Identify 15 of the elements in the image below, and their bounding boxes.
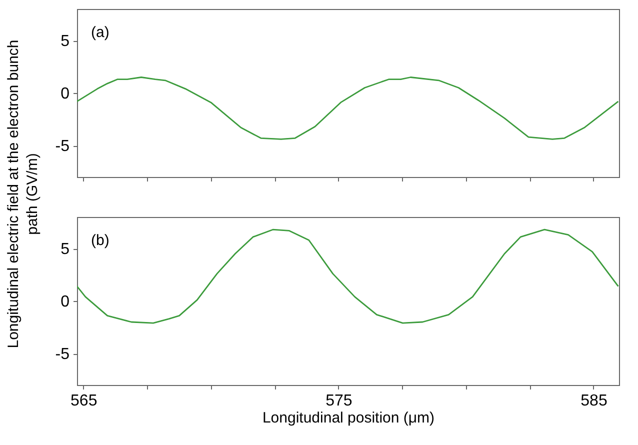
y-tick-label: 5	[60, 33, 70, 50]
x-tick-label: 565	[70, 392, 98, 410]
annotation: (b)	[91, 232, 110, 249]
x-tick-label: 585	[580, 392, 608, 410]
x-axis-title: Longitudinal position (μm)	[262, 410, 435, 426]
y-axis-title: Longitudinal electric field at the electron bunch path (GV/m)	[5, 40, 41, 348]
y-tick-label: 0	[60, 86, 70, 102]
annotation: (a)	[91, 24, 110, 41]
y-tick-label: -5	[55, 138, 70, 155]
y-tick-label: 0	[60, 294, 70, 310]
line-series	[77, 76, 619, 140]
y-tick-label: -5	[55, 346, 70, 363]
x-tick-label: 575	[326, 392, 352, 410]
y-tick-label: 5	[60, 241, 70, 258]
line-series	[77, 228, 619, 324]
